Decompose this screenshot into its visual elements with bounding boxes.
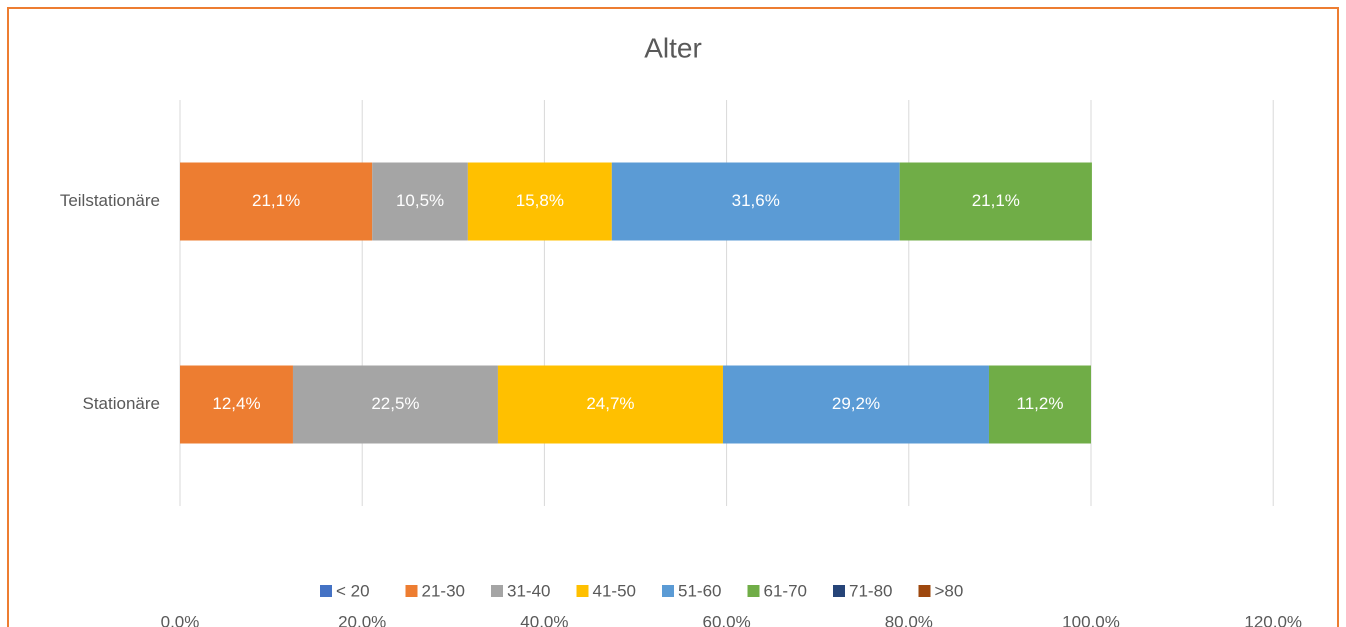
- chart-border: [7, 7, 1339, 627]
- data-label: 24,7%: [586, 394, 634, 413]
- legend-label: < 20: [336, 581, 370, 600]
- data-label: 11,2%: [1017, 394, 1064, 413]
- chart-title: Alter: [644, 32, 702, 63]
- data-label: 10,5%: [396, 191, 444, 210]
- bar-segment: [180, 365, 293, 444]
- legend-swatch: [405, 585, 418, 597]
- x-tick-label: 80,0%: [885, 612, 933, 627]
- bar-segment: [899, 162, 1092, 241]
- legend-swatch: [747, 585, 760, 597]
- x-tick-label: 120,0%: [1244, 612, 1302, 627]
- legend-label: 71-80: [849, 581, 892, 600]
- y-tick-label: Teilstationäre: [60, 191, 160, 210]
- data-label: 31,6%: [732, 191, 780, 210]
- bar-segment: [180, 162, 373, 241]
- legend-swatch: [833, 585, 845, 597]
- legend-swatch: [662, 585, 674, 597]
- x-tick-label: 0,0%: [161, 612, 200, 627]
- data-label: 15,8%: [516, 191, 564, 210]
- x-tick-label: 40,0%: [520, 612, 568, 627]
- bar-segment: [988, 365, 1091, 444]
- legend-label: 41-50: [593, 581, 636, 600]
- x-tick-label: 100,0%: [1062, 612, 1120, 627]
- data-label: 21,1%: [972, 191, 1020, 210]
- legend-swatch: [491, 585, 503, 597]
- legend-swatch: [576, 585, 589, 597]
- legend-swatch: [320, 585, 332, 597]
- legend-label: 61-70: [764, 581, 807, 600]
- bar-segment: [611, 162, 900, 241]
- legend-swatch: [918, 585, 931, 597]
- legend-label: 31-40: [507, 581, 550, 600]
- legend-label: 51-60: [678, 581, 721, 600]
- data-label: 22,5%: [371, 394, 419, 413]
- legend-label: >80: [935, 581, 964, 600]
- x-tick-label: 60,0%: [702, 612, 750, 627]
- bar-segment: [372, 162, 468, 241]
- bar-segment: [722, 365, 989, 444]
- bar-segment: [497, 365, 723, 444]
- data-label: 29,2%: [832, 394, 880, 413]
- bar-segment: [292, 365, 498, 444]
- x-tick-label: 20,0%: [338, 612, 386, 627]
- y-tick-label: Stationäre: [83, 394, 161, 413]
- bar-segment: [467, 162, 612, 241]
- data-label: 21,1%: [252, 191, 300, 210]
- legend-label: 21-30: [422, 581, 465, 600]
- data-label: 12,4%: [212, 394, 260, 413]
